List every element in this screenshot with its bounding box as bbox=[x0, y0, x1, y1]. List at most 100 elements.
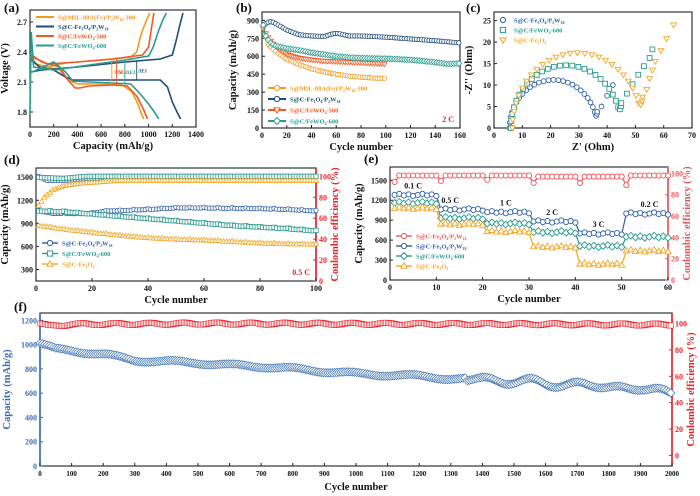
x-tick-label-f: 0 bbox=[38, 470, 42, 478]
x-tick-label-b: 0 bbox=[260, 131, 264, 140]
data-point bbox=[609, 91, 616, 98]
x-tick-label-f: 1000 bbox=[349, 470, 364, 478]
panel-label-f: (f) bbox=[14, 299, 27, 314]
data-point bbox=[598, 103, 605, 110]
data-point bbox=[651, 59, 659, 66]
x-tick-label-b: 60 bbox=[332, 131, 340, 140]
y2-tick-label-e: 60 bbox=[671, 212, 679, 221]
data-point bbox=[594, 108, 601, 115]
y-tick-label-f: 600 bbox=[25, 389, 37, 398]
y-tick-label-b: 0 bbox=[255, 124, 259, 133]
y-tick-label-e: 0 bbox=[383, 276, 387, 285]
data-point bbox=[648, 67, 657, 74]
x-tick-label-e: 40 bbox=[571, 283, 579, 292]
discharge-curve bbox=[29, 57, 182, 120]
data-point bbox=[478, 221, 487, 228]
data-point bbox=[602, 80, 608, 87]
y-tick-label-b: 750 bbox=[247, 34, 259, 43]
x-tick-label-e: 60 bbox=[664, 283, 672, 292]
x-tick-label-b: 20 bbox=[283, 131, 291, 140]
ce-point bbox=[623, 182, 630, 189]
ce-point bbox=[479, 172, 486, 179]
data-point bbox=[589, 259, 598, 267]
y2-tick-label-d: 0 bbox=[319, 277, 323, 286]
x-tick-label-c: 20 bbox=[547, 131, 555, 140]
data-point bbox=[381, 61, 388, 68]
legend-label: S@C-Fe₃O₄ bbox=[416, 263, 448, 270]
y-tick-label-b: 450 bbox=[247, 70, 259, 79]
x-tick-label-f: 500 bbox=[193, 470, 204, 478]
ce-point bbox=[391, 178, 398, 185]
plot-frame-c bbox=[493, 11, 693, 129]
x-tick-label-f: 1900 bbox=[633, 470, 648, 478]
discharge-curve bbox=[29, 53, 149, 120]
y-tick-label-e: 300 bbox=[375, 256, 387, 265]
x-tick-label-e: 20 bbox=[479, 283, 487, 292]
x-tick-label-f: 400 bbox=[161, 470, 172, 478]
ce-point bbox=[618, 173, 625, 180]
x-tick-label-f: 1800 bbox=[602, 470, 617, 478]
data-point bbox=[563, 62, 569, 69]
data-point bbox=[587, 99, 594, 106]
data-point bbox=[545, 77, 552, 84]
ce-point bbox=[572, 173, 579, 180]
rate-label: 0.5 C bbox=[441, 196, 459, 205]
data-point bbox=[555, 77, 562, 84]
legend-marker-square-icon bbox=[46, 250, 54, 257]
data-point bbox=[597, 76, 604, 82]
x-tick-label-a: 1400 bbox=[188, 130, 204, 139]
data-point bbox=[646, 55, 653, 61]
x-axis-title-d: Cycle number bbox=[144, 295, 208, 306]
data-point bbox=[456, 40, 462, 46]
data-point bbox=[649, 46, 656, 53]
legend-marker-icon bbox=[499, 16, 507, 24]
data-point bbox=[524, 220, 534, 229]
ce-point bbox=[35, 202, 43, 208]
data-point bbox=[664, 247, 672, 255]
data-point bbox=[606, 86, 613, 92]
y-tick-label-d: 600 bbox=[21, 242, 33, 251]
capacity-point bbox=[313, 207, 319, 214]
x-axis-title-a: Capacity (mAh/g) bbox=[73, 141, 154, 152]
data-point bbox=[664, 211, 672, 218]
data-point bbox=[566, 50, 574, 58]
data-point bbox=[531, 81, 538, 88]
data-point bbox=[510, 108, 518, 116]
data-point bbox=[572, 219, 579, 226]
y-axis-title-f: Capacity (mAh/g) bbox=[2, 349, 13, 430]
y2-tick-label-e: 80 bbox=[671, 191, 679, 200]
y-tick-label-f: 800 bbox=[25, 365, 37, 374]
y-axis-title-d: Capacity (mAh/g) bbox=[0, 184, 11, 265]
y-axis-title-e: Capacity (mAh/g) bbox=[354, 183, 365, 264]
data-point bbox=[601, 57, 610, 65]
x-tick-label-f: 2000 bbox=[665, 470, 680, 478]
legend-marker-icon bbox=[499, 26, 507, 34]
data-point bbox=[592, 72, 599, 78]
x-tick-label-f: 700 bbox=[256, 470, 267, 478]
legend-marker-circle-icon bbox=[46, 239, 54, 247]
x-tick-label-c: 40 bbox=[603, 131, 611, 140]
y-tick-label-a: 2.7 bbox=[17, 18, 27, 27]
legend-label: S@C/FeWO₄-600 bbox=[62, 251, 110, 258]
panel-label-c: (c) bbox=[466, 0, 480, 15]
data-point bbox=[533, 72, 540, 78]
data-point bbox=[552, 54, 560, 61]
data-point bbox=[262, 32, 270, 40]
data-point bbox=[617, 261, 626, 268]
data-point bbox=[645, 76, 654, 83]
data-point bbox=[641, 63, 647, 69]
y2-tick-label-f: 60 bbox=[675, 372, 683, 381]
x-tick-label-f: 600 bbox=[224, 470, 235, 478]
data-point bbox=[488, 226, 496, 233]
y2-tick-label-e: 0 bbox=[671, 276, 675, 285]
data-point bbox=[569, 62, 576, 69]
capacity-point bbox=[313, 227, 319, 234]
x-tick-label-c: 10 bbox=[518, 131, 526, 140]
legend-label: S@C-Fe₃O₄/P₂W₁₈ bbox=[416, 243, 467, 250]
data-point bbox=[527, 72, 536, 79]
y-tick-label-f: 400 bbox=[25, 413, 37, 422]
data-point bbox=[636, 246, 645, 253]
x-tick-label-d: 40 bbox=[144, 284, 152, 293]
data-point bbox=[603, 258, 612, 266]
